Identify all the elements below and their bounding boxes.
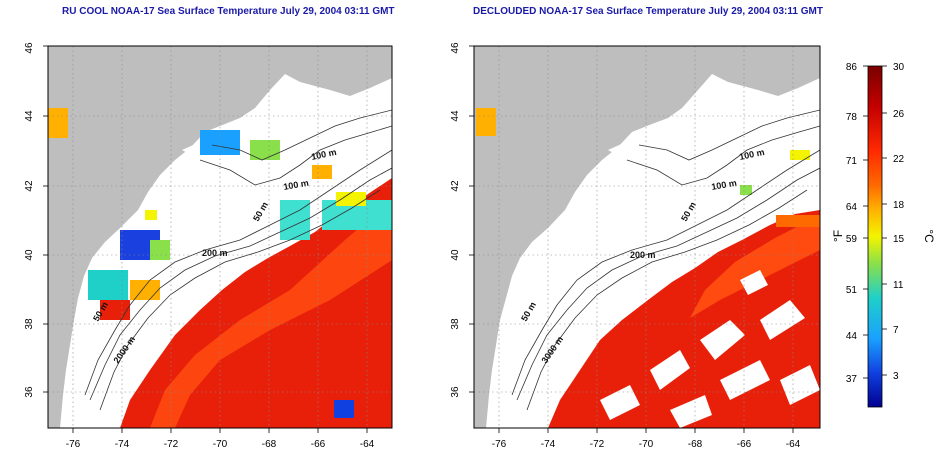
colorbar-gradient [867, 65, 883, 408]
bathymetry-contours [511, 109, 820, 411]
lon-tick-label: -72 [590, 439, 605, 450]
lat-tick-label: 40 [24, 249, 35, 261]
lon-tick-label: -68 [688, 439, 703, 450]
lon-tick-label: -66 [311, 439, 326, 450]
fahrenheit-unit-label: °F [831, 230, 845, 242]
bathymetry-contours [84, 109, 392, 411]
lat-labels-right: 36 38 40 42 44 46 [450, 42, 461, 398]
sst-patches [476, 108, 820, 227]
lat-tick-label: 36 [24, 386, 35, 398]
fahrenheit-tick-label: 71 [846, 156, 858, 167]
lat-labels-left: 36 38 40 42 44 46 [24, 42, 35, 398]
lon-tick-label: -72 [164, 439, 179, 450]
lat-tick-label: 46 [450, 42, 461, 54]
lat-tick-label: 44 [450, 110, 461, 122]
lat-tick-label: 38 [24, 318, 35, 330]
gulf-stream-band [690, 215, 820, 318]
land-mass [474, 46, 820, 428]
fahrenheit-tick-label: 44 [846, 331, 858, 342]
gulf-stream-band [150, 200, 392, 428]
contour-label: 100 m [283, 178, 310, 192]
lat-tick-label: 38 [450, 318, 461, 330]
contour-label: 200 m [630, 250, 656, 260]
lat-tick-label: 36 [450, 386, 461, 398]
lat-tick-label: 44 [24, 110, 35, 122]
temperature-colorbar: 86 78 71 64 59 51 44 37 30 26 22 18 15 1… [831, 62, 936, 408]
left-map-content [48, 46, 392, 428]
axis-ticks-right [469, 45, 794, 433]
land-mass [48, 46, 392, 428]
lat-tick-label: 40 [450, 249, 461, 261]
map-title-right: DECLOUDED NOAA-17 Sea Surface Temperatur… [473, 6, 823, 17]
lon-tick-label: -70 [213, 439, 228, 450]
lon-tick-label: -70 [639, 439, 654, 450]
lon-tick-label: -66 [737, 439, 752, 450]
right-map-content [474, 46, 820, 428]
lat-tick-label: 42 [24, 180, 35, 192]
celsius-labels: 30 26 22 18 15 11 7 3 [893, 62, 905, 382]
lon-labels-right: -76 -74 -72 -70 -68 -66 -64 [492, 439, 801, 450]
lat-tick-label: 46 [24, 42, 35, 54]
lon-tick-label: -74 [115, 439, 130, 450]
fahrenheit-tick-label: 64 [846, 202, 858, 213]
celsius-tick-label: 7 [893, 325, 899, 336]
map-grid-left [48, 46, 392, 428]
lon-labels-left: -76 -74 -72 -70 -68 -66 -64 [66, 439, 375, 450]
lon-tick-label: -76 [492, 439, 507, 450]
celsius-tick-label: 15 [893, 234, 905, 245]
celsius-tick-label: 26 [893, 109, 905, 120]
left-map-panel: 100 m 100 m 50 m 200 m 50 m 2000 m [24, 42, 393, 450]
map-frame-right [473, 45, 821, 429]
land-cape-cod [608, 142, 636, 158]
land-nova-scotia [300, 46, 392, 82]
map-grid-right [474, 46, 820, 428]
axis-ticks-left [43, 45, 368, 433]
colorbar-ticks [863, 65, 887, 379]
contour-label: 200 m [202, 248, 228, 258]
lat-tick-label: 42 [450, 180, 461, 192]
fahrenheit-labels: 86 78 71 64 59 51 44 37 [846, 62, 858, 385]
fahrenheit-tick-label: 59 [846, 234, 858, 245]
lon-tick-label: -76 [66, 439, 81, 450]
celsius-tick-label: 18 [893, 200, 905, 211]
fahrenheit-tick-label: 51 [846, 285, 858, 296]
map-title-left: RU COOL NOAA-17 Sea Surface Temperature … [62, 6, 395, 17]
fahrenheit-tick-label: 78 [846, 112, 858, 123]
lon-tick-label: -64 [786, 439, 801, 450]
celsius-unit-label: °C [922, 229, 936, 243]
right-map-panel: 100 m 100 m 50 m 200 m 50 m 3000 m [450, 42, 821, 450]
lon-tick-label: -74 [541, 439, 556, 450]
celsius-tick-label: 11 [893, 280, 904, 291]
fahrenheit-tick-label: 86 [846, 62, 858, 73]
celsius-tick-label: 22 [893, 154, 905, 165]
fahrenheit-tick-label: 37 [846, 374, 858, 385]
lon-tick-label: -64 [360, 439, 375, 450]
celsius-tick-label: 30 [893, 62, 905, 73]
lon-tick-label: -68 [262, 439, 277, 450]
celsius-tick-label: 3 [893, 371, 899, 382]
contour-label: 100 m [711, 178, 738, 192]
cloud-gaps [600, 270, 820, 428]
